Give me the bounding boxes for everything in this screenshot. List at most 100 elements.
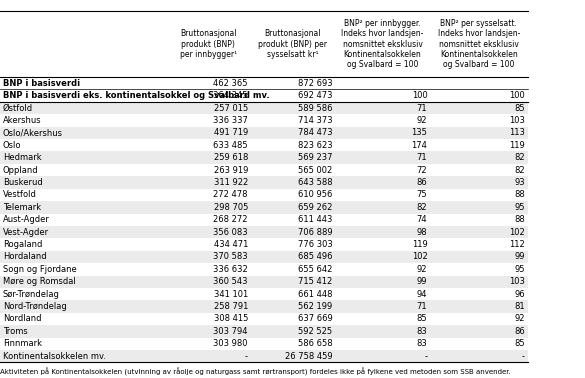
Bar <box>0 102 528 114</box>
Text: 94: 94 <box>417 290 428 299</box>
Text: 263 919: 263 919 <box>214 166 248 175</box>
Text: 86: 86 <box>417 178 428 187</box>
Text: 82: 82 <box>514 166 525 175</box>
Text: 102: 102 <box>509 228 525 237</box>
Bar <box>0 288 528 301</box>
Text: 298 705: 298 705 <box>214 203 248 212</box>
Text: 92: 92 <box>417 116 428 125</box>
Text: Finnmark: Finnmark <box>3 339 42 348</box>
Bar <box>0 11 528 77</box>
Text: 491 719: 491 719 <box>214 129 248 137</box>
Text: Bruttonasjonal
produkt (BNP) per
sysselsatt kr¹: Bruttonasjonal produkt (BNP) per syssels… <box>259 29 328 59</box>
Text: 26 758 459: 26 758 459 <box>285 352 332 361</box>
Text: Oslo: Oslo <box>3 141 21 150</box>
Text: 92: 92 <box>417 265 428 274</box>
Text: 92: 92 <box>514 314 525 324</box>
Text: 74: 74 <box>417 215 428 224</box>
Bar <box>0 214 528 226</box>
Text: 99: 99 <box>417 277 428 286</box>
Bar <box>0 226 528 238</box>
Text: BNP i basisverdi: BNP i basisverdi <box>3 79 80 88</box>
Text: Rogaland: Rogaland <box>3 240 42 249</box>
Bar <box>0 276 528 288</box>
Text: -: - <box>522 352 525 361</box>
Text: Bruttonasjonal
produkt (BNP)
per innbygger¹: Bruttonasjonal produkt (BNP) per innbygg… <box>180 29 237 59</box>
Text: 100: 100 <box>509 91 525 100</box>
Text: 589 586: 589 586 <box>298 104 332 113</box>
Text: 364 345: 364 345 <box>214 91 248 100</box>
Bar <box>0 90 528 102</box>
Text: 82: 82 <box>417 203 428 212</box>
Text: 98: 98 <box>417 228 428 237</box>
Text: 272 478: 272 478 <box>214 191 248 200</box>
Text: 135: 135 <box>411 129 428 137</box>
Text: Aust-Agder: Aust-Agder <box>3 215 50 224</box>
Text: 174: 174 <box>411 141 428 150</box>
Text: 311 922: 311 922 <box>214 178 248 187</box>
Text: 706 889: 706 889 <box>298 228 332 237</box>
Text: 71: 71 <box>417 104 428 113</box>
Bar <box>0 127 528 139</box>
Text: 872 693: 872 693 <box>298 79 332 88</box>
Text: 586 658: 586 658 <box>298 339 332 348</box>
Text: 86: 86 <box>514 327 525 336</box>
Bar <box>0 139 528 152</box>
Bar <box>0 114 528 127</box>
Bar <box>0 201 528 214</box>
Text: BNP i basisverdi eks. kontinentalsokkel og Svalbard mv.: BNP i basisverdi eks. kontinentalsokkel … <box>3 91 269 100</box>
Text: 71: 71 <box>417 302 428 311</box>
Bar <box>0 263 528 276</box>
Text: 88: 88 <box>514 191 525 200</box>
Text: 659 262: 659 262 <box>298 203 332 212</box>
Text: 268 272: 268 272 <box>214 215 248 224</box>
Text: 610 956: 610 956 <box>298 191 332 200</box>
Text: Buskerud: Buskerud <box>3 178 42 187</box>
Text: 562 199: 562 199 <box>298 302 332 311</box>
Text: 356 083: 356 083 <box>214 228 248 237</box>
Bar <box>0 164 528 176</box>
Bar <box>0 77 528 90</box>
Text: -: - <box>245 352 248 361</box>
Text: BNP² per innbygger.
Indeks hvor landsjen-
nomsnittet eksklusiv
Kontinentalsokkel: BNP² per innbygger. Indeks hvor landsjen… <box>341 19 424 70</box>
Bar <box>0 338 528 350</box>
Text: 72: 72 <box>417 166 428 175</box>
Text: 257 015: 257 015 <box>214 104 248 113</box>
Text: Aktiviteten på Kontinentalsokkelen (utvinning av råolje og naturgass samt rørtra: Aktiviteten på Kontinentalsokkelen (utvi… <box>0 368 511 376</box>
Text: 565 002: 565 002 <box>298 166 332 175</box>
Text: 81: 81 <box>514 302 525 311</box>
Bar <box>0 313 528 325</box>
Text: 592 525: 592 525 <box>298 327 332 336</box>
Text: 633 485: 633 485 <box>214 141 248 150</box>
Text: 643 588: 643 588 <box>298 178 332 187</box>
Text: 462 365: 462 365 <box>214 79 248 88</box>
Text: 83: 83 <box>417 327 428 336</box>
Bar <box>0 152 528 164</box>
Text: 113: 113 <box>509 129 525 137</box>
Text: 692 473: 692 473 <box>298 91 332 100</box>
Bar <box>0 251 528 263</box>
Text: 569 237: 569 237 <box>298 153 332 162</box>
Text: 119: 119 <box>412 240 428 249</box>
Text: 308 415: 308 415 <box>214 314 248 324</box>
Text: 341 101: 341 101 <box>214 290 248 299</box>
Text: 95: 95 <box>514 203 525 212</box>
Bar <box>0 325 528 338</box>
Text: 71: 71 <box>417 153 428 162</box>
Text: Nordland: Nordland <box>3 314 41 324</box>
Text: 96: 96 <box>514 290 525 299</box>
Text: Vestfold: Vestfold <box>3 191 36 200</box>
Text: -: - <box>424 352 428 361</box>
Bar <box>0 350 528 363</box>
Text: 336 632: 336 632 <box>214 265 248 274</box>
Text: 714 373: 714 373 <box>298 116 332 125</box>
Text: 303 980: 303 980 <box>214 339 248 348</box>
Text: Troms: Troms <box>3 327 27 336</box>
Text: 85: 85 <box>514 104 525 113</box>
Text: Vest-Agder: Vest-Agder <box>3 228 49 237</box>
Text: BNP² per sysselsatt.
Indeks hvor landsjen-
nomsnittet eksklusiv
Kontinentalsokke: BNP² per sysselsatt. Indeks hvor landsje… <box>438 19 520 70</box>
Text: 103: 103 <box>509 116 525 125</box>
Text: 685 496: 685 496 <box>298 253 332 262</box>
Bar <box>0 176 528 189</box>
Text: Nord-Trøndelag: Nord-Trøndelag <box>3 302 66 311</box>
Text: 370 583: 370 583 <box>214 253 248 262</box>
